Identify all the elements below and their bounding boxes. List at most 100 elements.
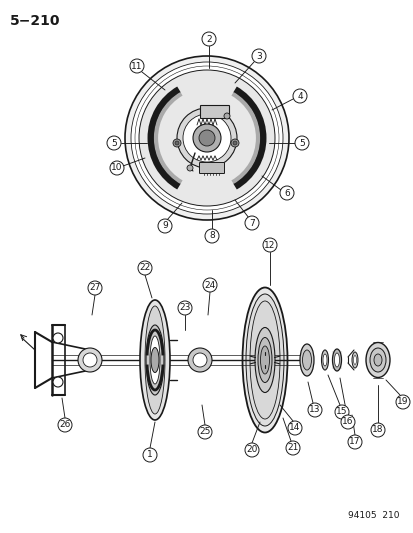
Ellipse shape	[145, 306, 165, 414]
Circle shape	[183, 114, 230, 162]
Text: 8: 8	[209, 231, 214, 240]
Circle shape	[139, 70, 274, 206]
Text: 13: 13	[309, 406, 320, 415]
Circle shape	[292, 89, 306, 103]
Circle shape	[340, 415, 354, 429]
Circle shape	[110, 161, 124, 175]
Circle shape	[262, 238, 276, 252]
Text: 5: 5	[299, 139, 304, 148]
Text: 5: 5	[111, 139, 116, 148]
Ellipse shape	[245, 294, 283, 426]
Ellipse shape	[321, 350, 328, 370]
Ellipse shape	[369, 348, 385, 372]
Text: 10: 10	[111, 164, 122, 173]
Circle shape	[177, 108, 236, 168]
Circle shape	[223, 113, 230, 119]
Text: 16: 16	[342, 417, 353, 426]
Text: 94105  210: 94105 210	[348, 511, 399, 520]
Circle shape	[285, 441, 299, 455]
Circle shape	[175, 141, 178, 145]
Circle shape	[279, 186, 293, 200]
Circle shape	[187, 165, 192, 171]
Circle shape	[294, 136, 308, 150]
Text: 15: 15	[335, 408, 347, 416]
Circle shape	[158, 219, 171, 233]
FancyBboxPatch shape	[199, 163, 224, 174]
Text: 7: 7	[249, 219, 254, 228]
Text: 5−210: 5−210	[10, 14, 60, 28]
Circle shape	[78, 348, 102, 372]
Text: 14: 14	[289, 424, 300, 432]
Circle shape	[347, 435, 361, 449]
Circle shape	[252, 49, 266, 63]
Circle shape	[233, 141, 236, 145]
Circle shape	[125, 56, 288, 220]
Circle shape	[142, 448, 157, 462]
Ellipse shape	[302, 350, 311, 370]
Ellipse shape	[373, 354, 381, 366]
Circle shape	[334, 405, 348, 419]
Ellipse shape	[242, 287, 287, 432]
Text: 25: 25	[199, 427, 210, 437]
Ellipse shape	[257, 337, 271, 383]
Circle shape	[395, 395, 409, 409]
Ellipse shape	[322, 354, 326, 366]
Text: 26: 26	[59, 421, 71, 430]
Text: 3: 3	[256, 52, 261, 61]
Circle shape	[107, 136, 121, 150]
Circle shape	[131, 62, 282, 214]
Circle shape	[307, 403, 321, 417]
Circle shape	[202, 32, 216, 46]
Circle shape	[199, 130, 214, 146]
Ellipse shape	[151, 348, 159, 373]
Text: 27: 27	[89, 284, 100, 293]
Ellipse shape	[353, 356, 356, 365]
Ellipse shape	[332, 349, 341, 371]
Circle shape	[244, 216, 259, 230]
Ellipse shape	[146, 325, 164, 395]
Ellipse shape	[249, 301, 279, 419]
Circle shape	[83, 353, 97, 367]
Text: 2: 2	[206, 35, 211, 44]
Circle shape	[188, 348, 211, 372]
Circle shape	[287, 421, 301, 435]
Circle shape	[130, 59, 144, 73]
Text: 20: 20	[246, 446, 257, 455]
Circle shape	[202, 278, 216, 292]
Text: 21: 21	[287, 443, 298, 453]
Circle shape	[192, 124, 221, 152]
Ellipse shape	[260, 346, 269, 374]
Ellipse shape	[334, 353, 339, 367]
Ellipse shape	[254, 327, 274, 392]
Ellipse shape	[299, 344, 313, 376]
Circle shape	[230, 139, 238, 147]
Circle shape	[197, 425, 211, 439]
Circle shape	[192, 353, 206, 367]
Text: 12: 12	[263, 240, 275, 249]
FancyBboxPatch shape	[200, 106, 229, 118]
Text: 1: 1	[147, 450, 152, 459]
Text: 19: 19	[396, 398, 408, 407]
Circle shape	[204, 229, 218, 243]
Circle shape	[138, 261, 152, 275]
Ellipse shape	[140, 300, 170, 420]
Circle shape	[244, 443, 259, 457]
Circle shape	[53, 377, 63, 387]
Text: 6: 6	[283, 189, 289, 198]
Text: 24: 24	[204, 280, 215, 289]
Text: 4: 4	[297, 92, 302, 101]
Text: 9: 9	[162, 222, 167, 230]
Text: 22: 22	[139, 263, 150, 272]
Ellipse shape	[150, 336, 159, 384]
Ellipse shape	[365, 343, 389, 377]
Circle shape	[58, 418, 72, 432]
Ellipse shape	[351, 352, 357, 368]
Circle shape	[178, 301, 192, 315]
Circle shape	[173, 139, 180, 147]
Text: 18: 18	[371, 425, 383, 434]
Circle shape	[370, 423, 384, 437]
Circle shape	[88, 281, 102, 295]
Circle shape	[53, 333, 63, 343]
Text: 11: 11	[131, 61, 142, 70]
Text: 23: 23	[179, 303, 190, 312]
